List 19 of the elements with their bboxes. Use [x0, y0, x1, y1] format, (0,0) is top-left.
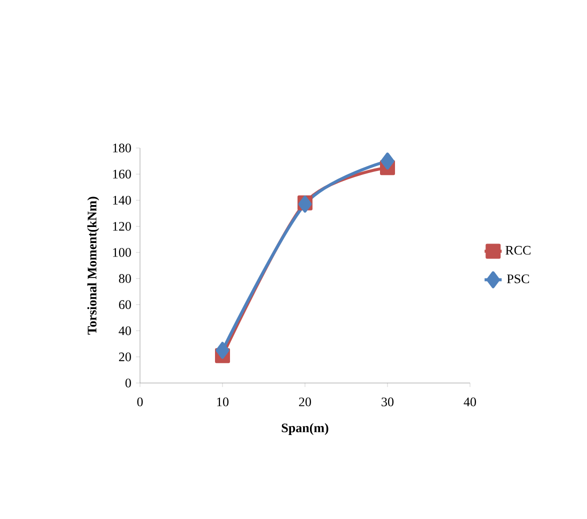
x-tick-label: 0 [137, 398, 143, 406]
y-tick-label: 180 [113, 144, 131, 152]
legend-label: PSC [506, 274, 530, 284]
x-tick-label: 20 [299, 398, 312, 406]
x-tick-label: 10 [217, 398, 229, 406]
y-tick-label: 20 [119, 352, 131, 362]
x-axis-title: Span(m) [282, 423, 328, 435]
legend-label: RCC [506, 246, 530, 255]
x-tick-label: 30 [382, 398, 394, 406]
x-tick-label: 40 [464, 398, 476, 406]
y-tick-label: 120 [113, 222, 131, 231]
y-tick-label: 140 [113, 196, 131, 205]
y-tick-label: 40 [118, 326, 131, 336]
y-tick-label: 60 [119, 300, 131, 310]
y-tick-label: 80 [118, 274, 131, 283]
y-axis-title: Torsional Moment(kNm) [87, 196, 100, 335]
y-tick-label: 160 [113, 170, 131, 178]
y-tick-label: 100 [113, 248, 131, 257]
y-tick-label: 0 [125, 378, 131, 388]
